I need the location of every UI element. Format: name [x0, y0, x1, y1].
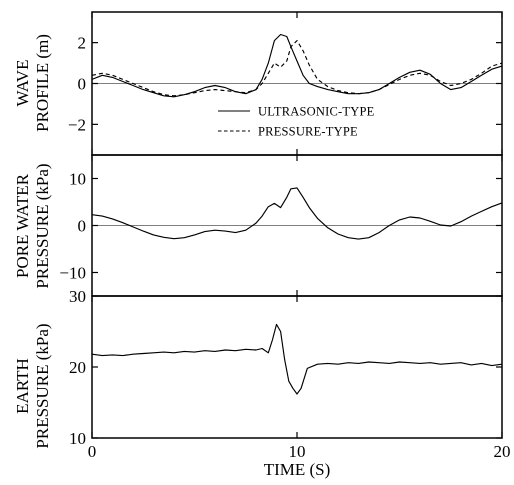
wave-profile-panel: 2 0 −2 WAVE PROFILE (m) ULTRASONIC-TYPE PR…	[13, 11, 503, 156]
earth-pressure-ylabel-line2: PRESSURE (kPa)	[33, 323, 52, 448]
wave-profile-series-line-pressure-type	[91, 40, 503, 97]
wave-profile-ylabel-line1: WAVE	[13, 60, 32, 107]
wave-profile-ytick-label: −2	[68, 115, 86, 134]
earth-pressure-panel: 30 20 10 EARTH PRESSURE (kPa)	[13, 287, 503, 449]
time-axis-tick-label: 10	[289, 442, 306, 461]
pore-water-pressure-ytick-label: 10	[69, 170, 86, 189]
time-axis-tick-label: 20	[494, 442, 511, 461]
pore-water-pressure-ylabel-line1: PORE WATER	[13, 173, 32, 278]
time-axis-tick-label: 0	[88, 442, 97, 461]
legend: ULTRASONIC-TYPE PRESSURE-TYPE	[218, 105, 375, 139]
earth-pressure-ticks: 30 20 10	[69, 287, 503, 448]
earth-pressure-series-line	[91, 323, 503, 395]
pore-water-pressure-ticks: 10 0 −10	[59, 155, 503, 296]
pore-water-pressure-ytick-label: 0	[78, 217, 87, 236]
earth-pressure-ytick-label: 10	[69, 429, 86, 448]
earth-pressure-ytick-label: 30	[69, 287, 86, 306]
legend-label-ultrasonic: ULTRASONIC-TYPE	[258, 105, 375, 119]
pore-water-pressure-ylabel-line2: PRESSURE (kPa)	[33, 163, 52, 288]
earth-pressure-series	[91, 323, 503, 395]
wave-profile-ytick-label: 2	[78, 34, 87, 53]
time-axis-label: TIME (S)	[264, 460, 331, 479]
time-axis: 0 10 20	[88, 442, 511, 461]
wave-profile-ylabel-line2: PROFILE (m)	[33, 34, 52, 132]
legend-label-pressure: PRESSURE-TYPE	[258, 125, 358, 139]
earth-pressure-ytick-label: 20	[69, 358, 86, 377]
pore-water-pressure-series	[91, 187, 503, 240]
pore-water-pressure-series-line	[91, 187, 503, 240]
wave-profile-ticks: 2 0 −2	[68, 12, 503, 155]
wave-profile-ytick-label: 0	[78, 75, 87, 94]
wave-profile-series	[91, 33, 503, 98]
pore-water-pressure-ytick-label: −10	[59, 264, 86, 283]
earth-pressure-ylabel-line1: EARTH	[13, 358, 32, 414]
pore-water-pressure-panel: 10 0 −10 PORE WATER PRESSURE (kPa)	[13, 154, 503, 297]
